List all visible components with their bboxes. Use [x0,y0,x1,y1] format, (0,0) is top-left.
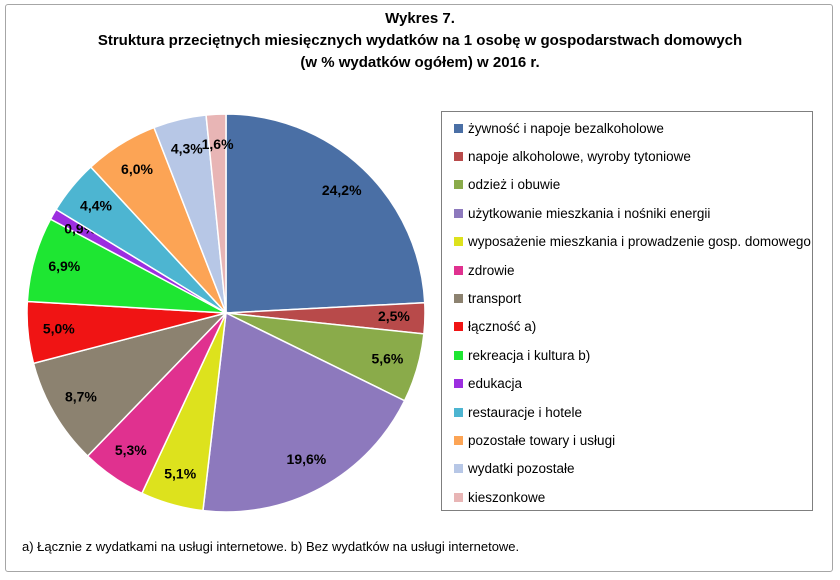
legend-label: pozostałe towary i usługi [468,432,616,448]
pie-slice [205,113,227,314]
legend-item: restauracje i hotele [454,402,582,422]
legend-item: rekreacja i kultura b) [454,345,590,365]
slice-data-label: 5,1% [164,465,196,481]
legend-label: wydatki pozostałe [468,461,575,477]
legend-swatch [454,435,463,445]
legend-item: wydatki pozostałe [454,459,575,479]
slice-data-label: 24,2% [322,182,362,198]
legend-label: żywność i napoje bezalkoholowe [468,120,664,136]
legend-swatch [454,208,463,218]
legend-item: łączność a) [454,317,536,337]
legend-label: kieszonkowe [468,489,546,505]
legend-label: napoje alkoholowe, wyroby tytoniowe [468,148,691,164]
chart-title-line-2: (w % wydatków ogółem) w 2016 r. [300,54,540,71]
legend-item: napoje alkoholowe, wyroby tytoniowe [454,146,691,166]
legend-swatch [454,322,463,332]
legend-label: odzież i obuwie [468,177,561,193]
legend-label: restauracje i hotele [468,404,583,420]
slice-data-label: 1,6% [202,136,234,152]
pie-slice [225,113,426,314]
chart-number: Wykres 7. [385,10,455,27]
legend-swatch [454,407,463,417]
slice-data-label: 4,3% [171,140,203,156]
chart-legend: żywność i napoje bezalkoholowe napoje alk… [441,111,813,511]
legend-swatch [454,151,463,161]
legend-item: wyposażenie mieszkania i prowadzenie gos… [454,232,811,252]
pie-slice [32,311,229,458]
legend-label: rekreacja i kultura b) [468,347,591,363]
slice-data-label: 6,9% [48,258,80,274]
pie-slice [202,311,406,513]
slice-data-label: 19,6% [287,451,327,467]
legend-swatch [454,350,463,360]
legend-label: edukacja [468,376,523,392]
slice-data-label: 4,4% [80,197,112,213]
legend-item: kieszonkowe [454,487,545,507]
legend-item: użytkowanie mieszkania i nośniki energii [454,203,710,223]
legend-label: użytkowanie mieszkania i nośniki energii [468,205,711,221]
legend-item: żywność i napoje bezalkoholowe [454,118,664,138]
legend-swatch [454,379,463,389]
footnote: a) Łącznie z wydatkami na usługi interne… [22,539,520,554]
legend-label: łączność a) [468,319,537,335]
legend-swatch [454,180,463,190]
chart-title: Wykres 7. Struktura przeciętnych miesięc… [0,8,840,74]
legend-swatch [454,123,463,133]
legend-swatch [454,492,463,502]
legend-swatch [454,293,463,303]
legend-swatch [454,265,463,275]
slice-data-label: 5,0% [43,320,75,336]
slice-data-label: 5,3% [115,442,147,458]
legend-label: wyposażenie mieszkania i prowadzenie gos… [468,234,811,250]
slice-data-label: 6,0% [121,161,153,177]
slice-data-label: 2,5% [378,308,410,324]
legend-item: zdrowie [454,260,515,280]
legend-swatch [454,237,463,247]
legend-item: pozostałe towary i usługi [454,430,615,450]
legend-item: edukacja [454,374,522,394]
legend-label: zdrowie [468,262,515,278]
slice-data-label: 8,7% [65,389,97,405]
chart-title-line-1: Struktura przeciętnych miesięcznych wyda… [97,32,743,49]
legend-item: odzież i obuwie [454,175,560,195]
legend-swatch [454,464,463,474]
legend-label: transport [468,290,522,306]
slice-data-label: 5,6% [371,350,403,366]
legend-item: transport [454,288,521,308]
